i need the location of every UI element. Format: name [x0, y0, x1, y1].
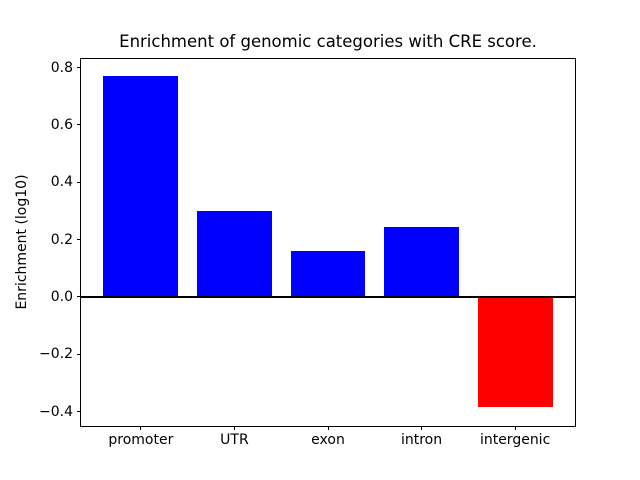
y-tick-label: −0.4: [39, 403, 73, 420]
bar-promoter: [103, 76, 179, 297]
x-tick-mark: [140, 426, 142, 430]
x-tick-label-intergenic: intergenic: [479, 432, 551, 448]
x-tick-mark: [233, 426, 235, 430]
x-tick-mark: [514, 426, 516, 430]
y-tick-mark: [77, 67, 81, 69]
x-tick-label-intron: intron: [400, 432, 443, 448]
x-tick-label-promoter: promoter: [108, 432, 174, 448]
y-axis-label: Enrichment (log10): [14, 174, 30, 310]
plot-area: 0.8 0.6 0.4 0.2 0.0 −0.2 −0.4 promoter UTR exon in…: [39, 58, 576, 448]
bar-exon: [290, 251, 366, 297]
y-tick-mark: [77, 411, 81, 413]
zero-line: [81, 295, 575, 298]
y-tick-label: −0.2: [39, 346, 73, 363]
bar-intron: [384, 226, 459, 297]
y-tick-label: 0.6: [50, 116, 73, 133]
x-tick-label-utr: UTR: [220, 432, 249, 448]
y-tick-mark: [77, 181, 81, 183]
y-tick-mark: [77, 124, 81, 126]
y-tick-mark: [77, 296, 81, 298]
chart-title: Enrichment of genomic categories with CR…: [119, 32, 537, 51]
bar-intergenic: [477, 296, 553, 408]
y-tick-label: 0.4: [50, 174, 73, 191]
y-tick-mark: [77, 353, 81, 355]
y-tick-label: 0.2: [50, 231, 73, 248]
x-tick-mark: [327, 426, 329, 430]
y-tick-mark: [77, 239, 81, 241]
x-tick-mark: [421, 426, 423, 430]
y-tick-label: 0.8: [50, 59, 73, 76]
y-tick-label: 0.0: [50, 288, 73, 305]
bar-utr: [197, 210, 272, 297]
x-tick-label-exon: exon: [311, 432, 345, 448]
